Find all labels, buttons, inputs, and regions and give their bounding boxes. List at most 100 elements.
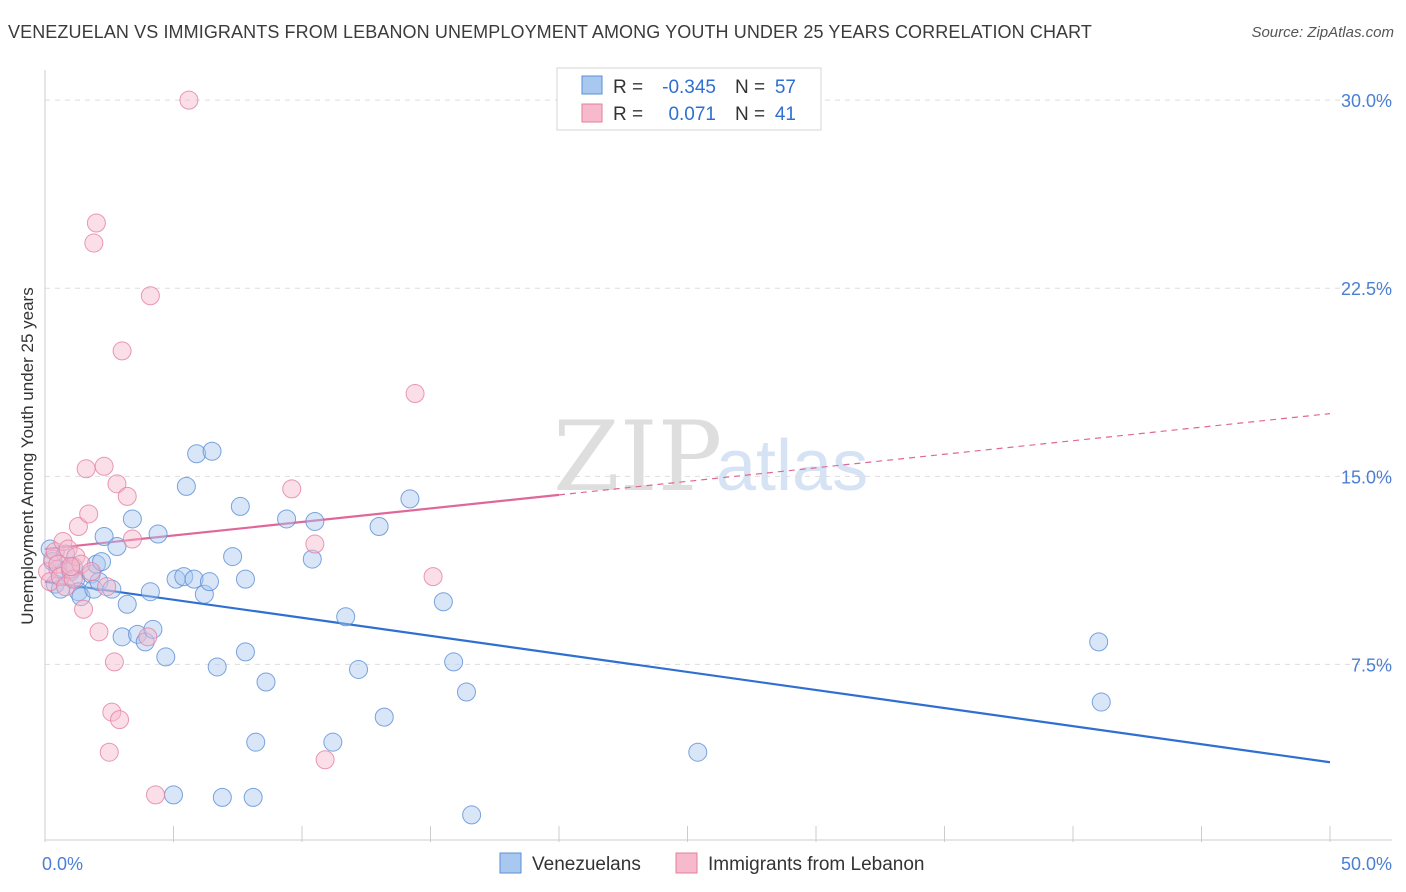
venezuelan-point-48 xyxy=(400,489,420,509)
trend-line-lebanon-dashed xyxy=(558,413,1331,496)
venezuelan-point-35 xyxy=(199,572,219,592)
venezuelan-point-61 xyxy=(235,642,255,662)
venezuelan-point-20 xyxy=(117,594,137,614)
venezuelan-point-42 xyxy=(246,732,266,752)
venezuelan-point-46 xyxy=(323,732,343,752)
lebanon-point-25 xyxy=(107,474,127,494)
legend-r-value-0: -0.345 xyxy=(662,77,716,98)
lebanon-point-16 xyxy=(79,504,99,524)
correlation-legend: R = -0.345 N = 57 R = 0.071 N = 41 xyxy=(556,67,822,131)
venezuelan-point-58 xyxy=(1089,632,1109,652)
venezuelan-point-28 xyxy=(164,785,183,805)
lebanon-point-24 xyxy=(104,652,124,672)
venezuelan-point-52 xyxy=(462,805,482,825)
venezuelan-point-27 xyxy=(156,647,176,667)
lebanon-point-10 xyxy=(63,569,83,589)
legend-n-value-1: 41 xyxy=(775,104,796,125)
lebanon-point-36 xyxy=(315,750,335,770)
lebanon-point-22 xyxy=(99,742,119,762)
legend-r-label-0: R = xyxy=(613,77,643,98)
lebanon-point-40 xyxy=(61,557,81,577)
chart-title: VENEZUELAN VS IMMIGRANTS FROM LEBANON UN… xyxy=(8,22,1093,42)
lebanon-point-20 xyxy=(94,456,114,476)
lebanon-point-7 xyxy=(56,577,76,597)
y-axis-title: Unemployment Among Youth under 25 years xyxy=(18,287,37,624)
lebanon-point-14 xyxy=(74,599,94,619)
tick-labels: 7.5% 15.0% 22.5% 30.0% 0.0% 50.0% xyxy=(42,91,1392,874)
series-legend-swatch-venezuelans xyxy=(499,852,522,874)
lebanon-point-21 xyxy=(97,577,117,597)
series-legend: Venezuelans Immigrants from Lebanon xyxy=(499,852,925,875)
lebanon-point-31 xyxy=(140,286,160,306)
venezuelan-point-33 xyxy=(187,444,207,464)
lebanon-point-17 xyxy=(84,233,104,253)
lebanon-point-19 xyxy=(89,622,109,642)
legend-swatch-venezuelans xyxy=(581,75,603,95)
venezuelan-point-44 xyxy=(277,509,297,529)
lebanon-point-33 xyxy=(179,90,199,110)
chart-source: Source: ZipAtlas.com xyxy=(1251,24,1394,41)
lebanon-point-38 xyxy=(423,567,443,587)
x-tick-label-0: 0.0% xyxy=(42,854,83,874)
venezuelan-point-37 xyxy=(207,657,227,677)
lebanon-point-18 xyxy=(86,213,106,233)
venezuelan-point-51 xyxy=(456,682,476,702)
venezuelan-point-47 xyxy=(349,659,369,679)
venezuelan-point-43 xyxy=(256,672,276,692)
lebanon-point-12 xyxy=(68,516,88,536)
lebanon-point-35 xyxy=(305,534,325,554)
lebanon-point-30 xyxy=(138,627,158,647)
venezuelan-point-55 xyxy=(369,516,389,536)
lebanon-point-2 xyxy=(43,549,63,569)
venezuelan-point-49 xyxy=(433,592,453,612)
lebanon-point-15 xyxy=(76,459,96,479)
venezuelan-point-16 xyxy=(94,527,114,547)
venezuelan-point-38 xyxy=(212,787,232,807)
series-legend-label-lebanon: Immigrants from Lebanon xyxy=(708,854,925,875)
data-points xyxy=(38,90,1111,825)
lebanon-point-23 xyxy=(102,702,122,722)
venezuelan-point-24 xyxy=(140,582,160,602)
venezuelan-point-34 xyxy=(194,584,214,604)
venezuelan-point-50 xyxy=(444,652,464,672)
venezuelan-point-18 xyxy=(107,537,127,557)
legend-n-value-0: 57 xyxy=(775,77,796,98)
watermark-zip: ZIP xyxy=(553,401,722,513)
venezuelan-point-41 xyxy=(235,569,255,589)
venezuelan-point-9 xyxy=(68,582,88,602)
venezuelan-point-19 xyxy=(112,627,132,647)
venezuelan-point-59 xyxy=(1091,692,1111,712)
watermark-atlas: atlas xyxy=(716,426,868,506)
lebanon-point-1 xyxy=(40,572,60,592)
lebanon-point-29 xyxy=(122,529,142,549)
legend-r-label-1: R = xyxy=(613,104,643,125)
venezuelan-point-36 xyxy=(202,441,222,461)
series-legend-label-venezuelans: Venezuelans xyxy=(532,854,641,875)
series-legend-swatch-lebanon xyxy=(675,852,698,874)
y-tick-label-3: 30.0% xyxy=(1341,91,1392,111)
venezuelan-point-21 xyxy=(122,509,142,529)
x-tick-label-1: 50.0% xyxy=(1341,854,1392,874)
gridlines xyxy=(45,99,1392,665)
venezuelan-point-26 xyxy=(148,524,168,544)
trend-line-lebanon-solid xyxy=(44,493,560,551)
lebanon-point-32 xyxy=(146,785,166,805)
venezuelan-point-15 xyxy=(92,552,112,572)
venezuelan-point-39 xyxy=(223,547,243,567)
venezuelan-point-45 xyxy=(302,549,322,569)
lebanon-point-37 xyxy=(405,384,425,404)
legend-n-label-0: N = xyxy=(735,77,765,98)
trend-lines xyxy=(44,413,1331,764)
venezuelan-point-56 xyxy=(243,787,263,807)
venezuelan-point-40 xyxy=(230,496,250,516)
axes xyxy=(44,70,1392,842)
legend-n-label-1: N = xyxy=(735,104,765,125)
legend-r-value-1: 0.071 xyxy=(668,104,716,125)
venezuelan-point-53 xyxy=(305,511,325,531)
y-tick-label-1: 15.0% xyxy=(1341,467,1392,487)
y-tick-label-2: 22.5% xyxy=(1341,279,1392,299)
venezuelan-point-32 xyxy=(184,569,204,589)
y-tick-label-0: 7.5% xyxy=(1351,655,1392,675)
lebanon-point-34 xyxy=(282,479,302,499)
lebanon-point-28 xyxy=(117,486,137,506)
